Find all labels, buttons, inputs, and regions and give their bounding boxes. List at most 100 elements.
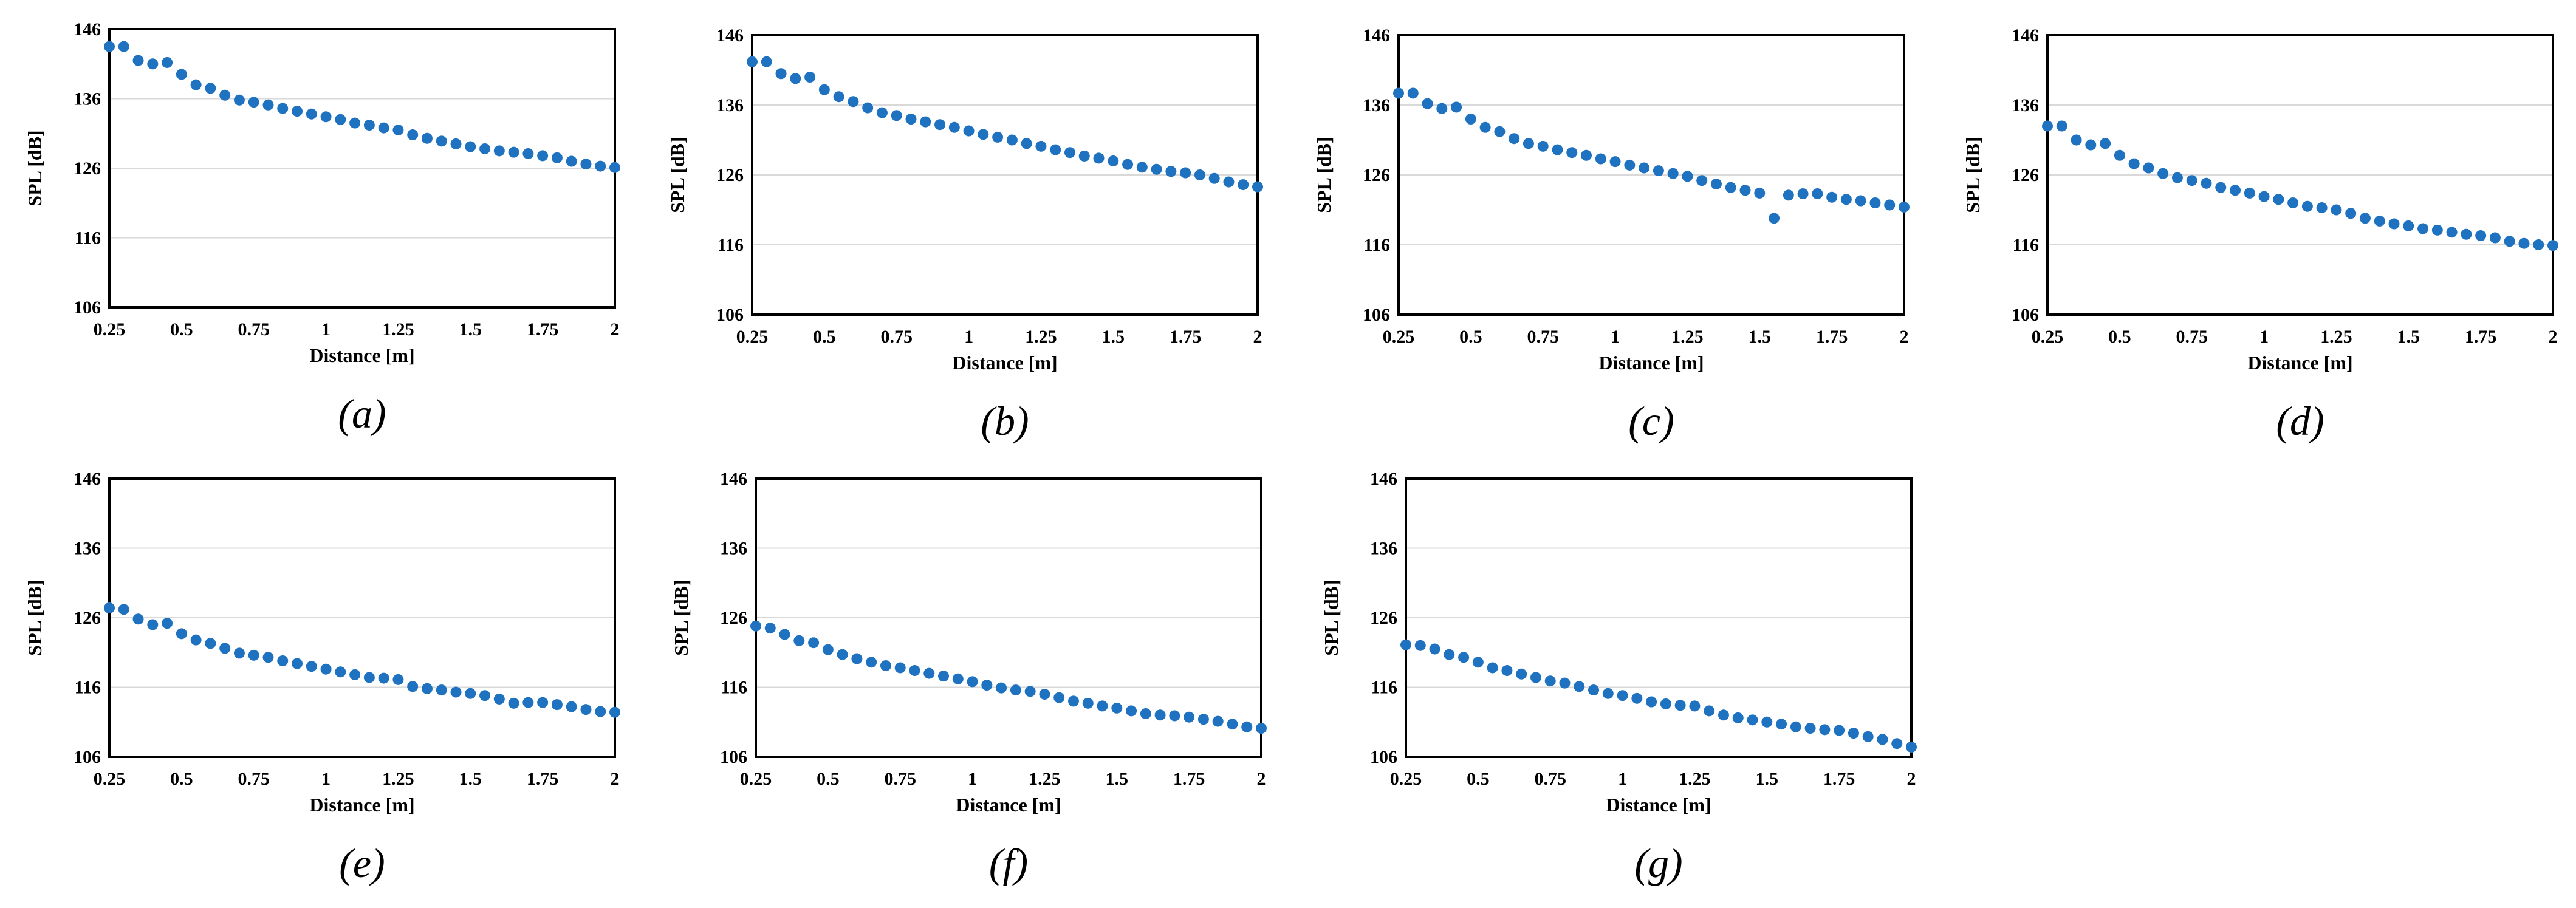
x-tick-label: 1.25 <box>382 769 414 789</box>
data-point <box>1444 649 1455 660</box>
data-point <box>1559 677 1571 689</box>
chart-panel-d: 106 116 126 136 146 0.25 0.5 0.75 1 1.25 1.5 1.75 2 D… <box>1962 26 2558 444</box>
x-tick-label: 1.5 <box>1106 769 1129 789</box>
data-point <box>292 106 303 117</box>
data-point <box>1653 165 1664 177</box>
data-point <box>1530 672 1541 683</box>
data-point <box>1739 185 1751 196</box>
data-point <box>1718 709 1729 721</box>
y-tick-label: 136 <box>1370 539 1397 559</box>
y-axis-title: SPL [dB] <box>666 137 688 213</box>
data-point <box>1516 668 1527 680</box>
y-tick-label: 106 <box>74 747 101 767</box>
y-tick-label: 116 <box>75 228 101 248</box>
data-point <box>1696 175 1708 186</box>
data-point <box>1400 639 1411 650</box>
x-tick-label: 1.75 <box>1170 327 1202 347</box>
data-point <box>2374 215 2385 227</box>
data-point <box>1126 705 1137 717</box>
data-point <box>219 643 231 654</box>
y-axis-title: SPL [dB] <box>24 579 46 655</box>
data-point <box>1682 171 1693 182</box>
data-point <box>205 638 216 649</box>
data-point <box>2171 172 2183 183</box>
data-point <box>2042 120 2053 132</box>
data-point <box>1208 172 1220 184</box>
x-tick-label: 0.5 <box>817 769 840 789</box>
data-point <box>1667 168 1679 179</box>
data-point <box>1704 705 1715 717</box>
panel-caption: (c) <box>1628 398 1674 444</box>
data-point <box>1790 721 1801 732</box>
x-tick-label: 0.75 <box>238 319 270 340</box>
data-point <box>2475 230 2487 242</box>
data-point <box>1537 140 1549 152</box>
x-axis-title: Distance [m] <box>956 794 1061 816</box>
data-point <box>818 84 830 95</box>
data-point <box>2403 220 2414 231</box>
data-point <box>1053 692 1065 703</box>
data-point <box>775 68 787 80</box>
data-point <box>1487 662 1498 674</box>
data-point <box>421 132 433 144</box>
x-tick-label: 0.25 <box>94 769 126 789</box>
plot-frame <box>1397 34 1905 316</box>
x-axis-title: Distance [m] <box>2247 352 2352 374</box>
data-point <box>1184 711 1195 723</box>
data-point <box>551 699 563 711</box>
data-point <box>779 629 790 640</box>
x-tick-label: 1.5 <box>459 769 482 789</box>
data-point <box>450 686 462 698</box>
y-tick-label: 126 <box>1370 608 1397 628</box>
data-point <box>2143 162 2154 174</box>
y-tick-label: 146 <box>74 19 101 39</box>
data-point <box>2287 197 2299 208</box>
data-point <box>1581 149 1592 161</box>
data-point <box>1169 710 1180 722</box>
x-tick-label: 0.25 <box>2032 327 2064 347</box>
data-point <box>876 107 888 118</box>
data-point <box>1238 179 1249 191</box>
x-tick-label: 0.5 <box>1467 769 1490 789</box>
data-point <box>1111 702 1123 714</box>
data-point <box>1710 178 1722 189</box>
plot-frame <box>755 477 1262 758</box>
data-point <box>2273 194 2284 205</box>
data-point <box>1212 715 1224 727</box>
data-point <box>1689 700 1701 712</box>
y-tick-label: 106 <box>716 305 744 325</box>
x-tick-label: 2 <box>611 319 620 340</box>
data-point <box>407 129 419 141</box>
data-point <box>1840 194 1852 205</box>
data-point <box>1754 187 1766 199</box>
data-point <box>1544 675 1556 687</box>
data-point <box>1884 199 1896 211</box>
data-point <box>595 706 606 717</box>
data-point <box>2071 134 2082 146</box>
x-axis-title: Distance [m] <box>309 794 414 816</box>
data-point <box>233 94 245 106</box>
data-point <box>2100 138 2111 149</box>
data-point <box>920 116 931 128</box>
data-point <box>1122 159 1134 170</box>
y-tick-label: 116 <box>75 678 101 698</box>
data-point <box>1877 734 1888 745</box>
y-tick-label: 106 <box>2012 305 2039 325</box>
chart-panel-a: 106 116 126 136 146 0.25 0.5 0.75 1 1.25 1.5 1.75 2 D… <box>24 19 620 437</box>
data-point <box>320 111 332 123</box>
data-point <box>880 660 891 672</box>
data-point <box>934 119 946 131</box>
data-point <box>1006 134 1018 146</box>
x-tick-label: 1 <box>964 327 973 347</box>
data-point <box>1639 162 1650 174</box>
data-point <box>1776 719 1787 730</box>
data-point <box>822 644 834 655</box>
data-point <box>392 125 404 136</box>
data-point <box>923 667 935 679</box>
data-point <box>566 701 577 712</box>
data-point <box>190 79 202 90</box>
data-point <box>1078 150 1090 162</box>
data-point <box>1834 725 1845 736</box>
data-point <box>465 141 476 152</box>
data-point <box>262 652 274 663</box>
